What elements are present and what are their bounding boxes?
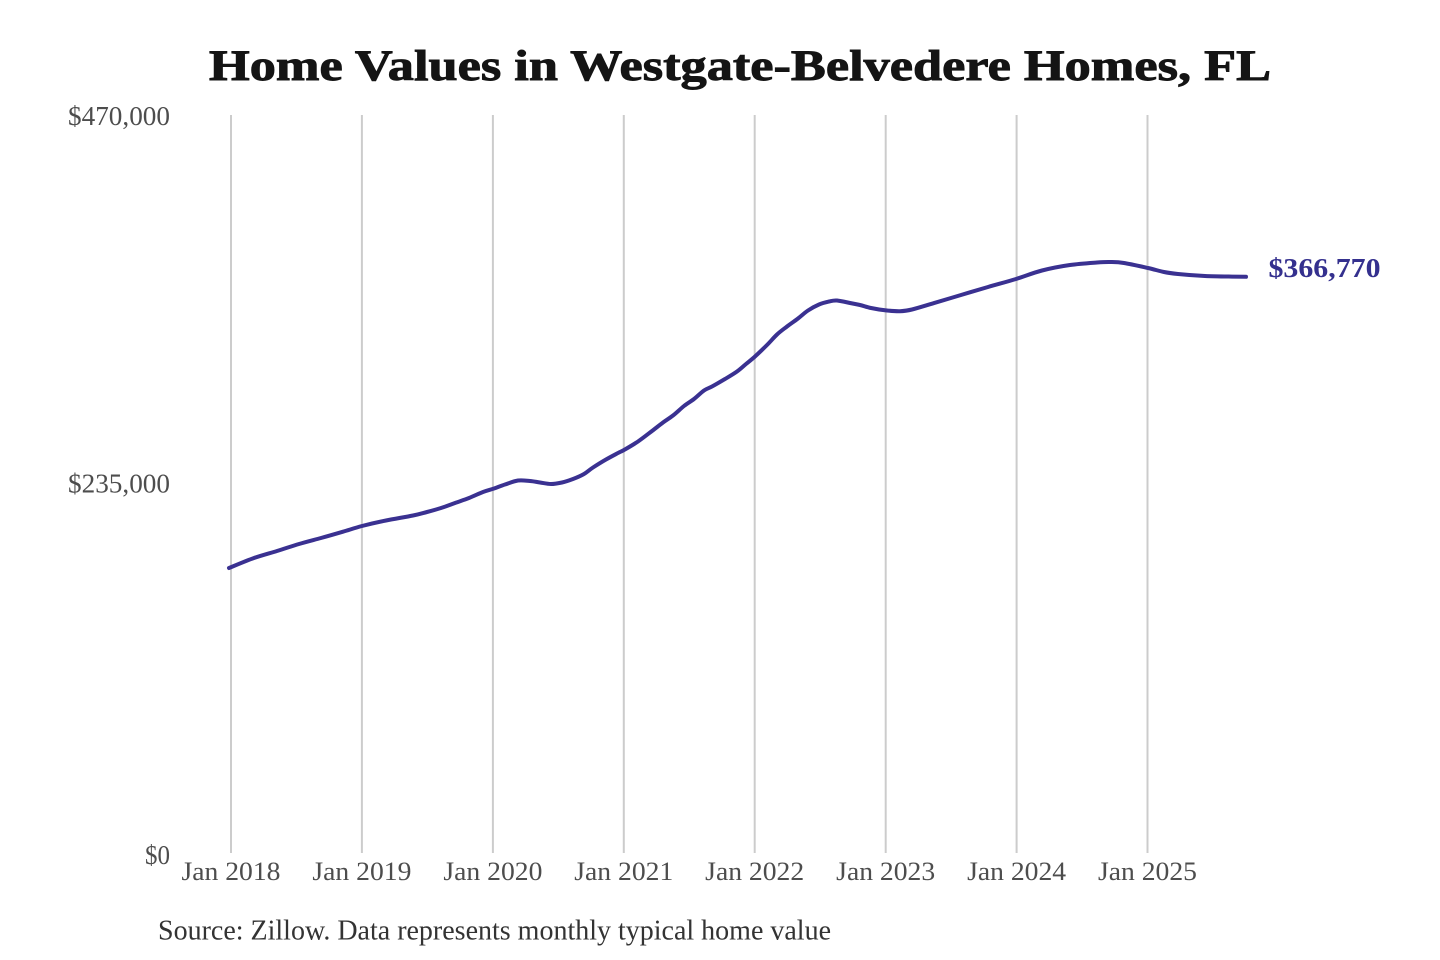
svg-text:Jan 2019: Jan 2019 [312,856,411,886]
svg-text:Home Values in Westgate-Belved: Home Values in Westgate-Belvedere Homes,… [209,42,1271,90]
svg-text:$366,770: $366,770 [1269,252,1381,283]
svg-text:Jan 2018: Jan 2018 [182,856,281,886]
svg-text:Jan 2020: Jan 2020 [443,856,542,886]
svg-text:Jan 2022: Jan 2022 [705,856,804,886]
svg-text:Jan 2021: Jan 2021 [574,856,673,886]
svg-text:$470,000: $470,000 [68,101,170,131]
svg-text:Jan 2025: Jan 2025 [1098,856,1197,886]
svg-text:$235,000: $235,000 [68,469,170,499]
svg-text:$0: $0 [145,840,170,870]
svg-text:Jan 2023: Jan 2023 [836,856,935,886]
svg-text:Source: Zillow. Data represent: Source: Zillow. Data represents monthly … [158,915,831,947]
svg-text:Jan 2024: Jan 2024 [967,856,1066,886]
